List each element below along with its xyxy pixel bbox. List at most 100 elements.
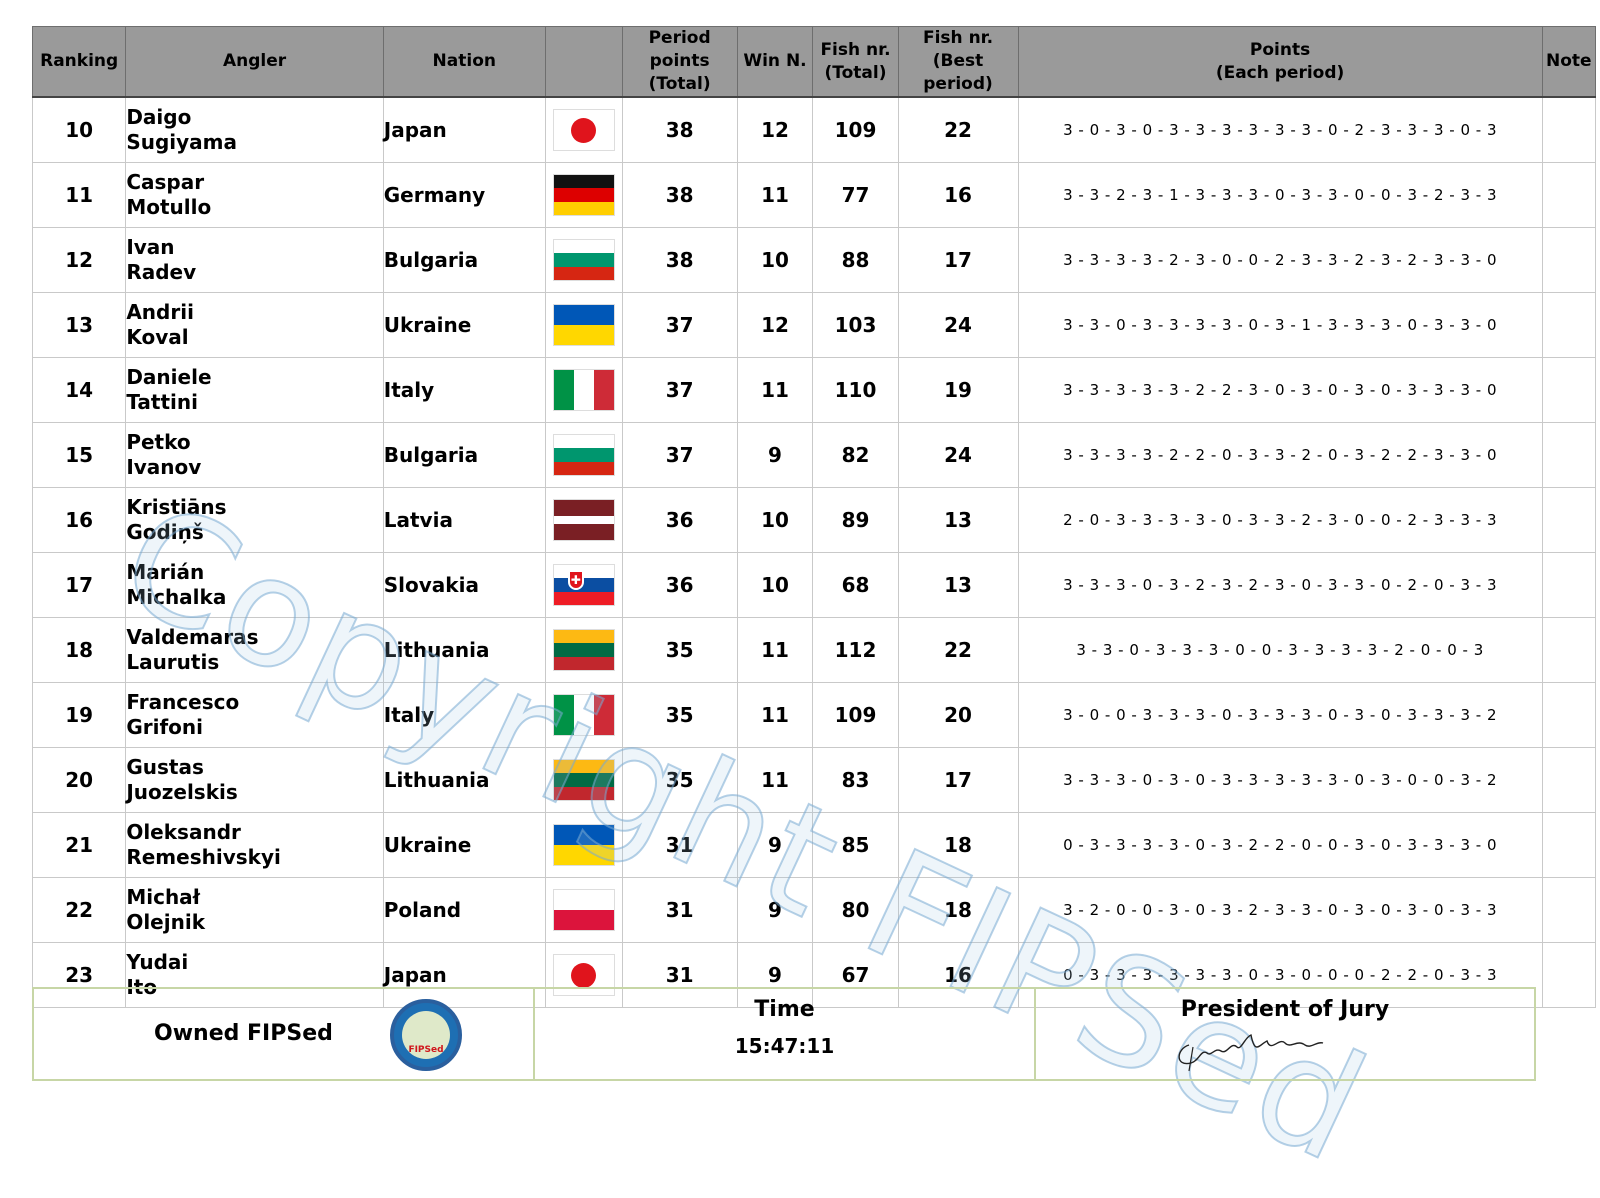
table-row: 11 Caspar Motullo Germany 38 11 77 16 3 - 3 - 2 … <box>31 162 1597 228</box>
rank-cell: 10 <box>31 96 127 163</box>
header-period-points: Period points (Total) <box>621 26 738 98</box>
angler-first-name: Daniele <box>126 365 212 389</box>
angler-first-name: Andrii <box>126 300 194 324</box>
nation-cell: Latvia <box>382 487 546 553</box>
win-cell: 11 <box>736 747 814 813</box>
note-cell <box>1541 877 1597 943</box>
points-cell: 3 - 2 - 0 - 0 - 3 - 0 - 3 - 2 - 3 - 3 - … <box>1017 877 1543 943</box>
win-cell: 11 <box>736 682 814 748</box>
fish-best-cell: 16 <box>897 162 1019 228</box>
table-row: 20 Gustas Juozelskis Lithuania 35 11 83 17 3 - 3… <box>31 747 1597 813</box>
angler-first-name: Kristiāns <box>126 495 227 519</box>
header-nation: Nation <box>382 26 546 98</box>
rank-cell: 20 <box>31 747 127 813</box>
flag-cell <box>544 227 623 293</box>
nation-cell: Ukraine <box>382 292 546 358</box>
owned-label: Owned FIPSed <box>154 1021 333 1046</box>
fish-best-cell: 13 <box>897 487 1019 553</box>
jury-label: President of Jury <box>1180 997 1390 1022</box>
header-fish-total: Fish nr. (Total) <box>812 26 899 98</box>
flag-ukraine-icon <box>552 824 615 866</box>
flag-germany-icon <box>552 174 615 216</box>
table-row: 14 Daniele Tattini Italy 37 11 110 19 3 - 3 - 3 … <box>31 357 1597 423</box>
period-points-cell: 38 <box>621 227 738 293</box>
note-cell <box>1541 292 1597 358</box>
footer-jury-cell: President of Jury <box>1036 989 1534 1079</box>
rank-cell: 16 <box>31 487 127 553</box>
angler-first-name: Michał <box>126 885 201 909</box>
note-cell <box>1541 747 1597 813</box>
points-cell: 3 - 3 - 3 - 3 - 3 - 2 - 2 - 3 - 0 - 3 - … <box>1017 357 1543 423</box>
nation-cell: Slovakia <box>382 552 546 618</box>
note-cell <box>1541 812 1597 878</box>
time-label: Time <box>754 997 815 1022</box>
flag-lithuania-icon <box>552 629 615 671</box>
points-cell: 0 - 3 - 3 - 3 - 3 - 3 - 3 - 0 - 3 - 0 - … <box>1017 942 1543 1008</box>
fish-best-cell: 19 <box>897 357 1019 423</box>
table-row: 17 Marián Michalka Slovakia ✚ 36 10 68 13 3 - 3 -… <box>31 552 1597 618</box>
nation-cell: Lithuania <box>382 747 546 813</box>
note-cell <box>1541 357 1597 423</box>
win-cell: 10 <box>736 552 814 618</box>
angler-cell: Gustas Juozelskis <box>125 747 384 813</box>
fish-best-cell: 20 <box>897 682 1019 748</box>
fish-total-cell: 85 <box>812 812 899 878</box>
table-row: 16 Kristiāns Godiņš Latvia 36 10 89 13 2 - 0 - 3… <box>31 487 1597 553</box>
header-row: Ranking Angler Nation Period points (Tota… <box>31 26 1597 98</box>
flag-cell <box>544 617 623 683</box>
angler-first-name: Marián <box>126 560 205 584</box>
angler-cell: Oleksandr Remeshivskyi <box>125 812 384 878</box>
period-points-cell: 31 <box>621 877 738 943</box>
flag-cell <box>544 812 623 878</box>
points-cell: 3 - 3 - 0 - 3 - 3 - 3 - 0 - 0 - 3 - 3 - … <box>1017 617 1543 683</box>
fish-total-cell: 110 <box>812 357 899 423</box>
points-cell: 3 - 0 - 3 - 0 - 3 - 3 - 3 - 3 - 3 - 3 - … <box>1017 96 1543 163</box>
angler-last-name: Grifoni <box>126 715 203 739</box>
header-fish-total-line2: (Total) <box>824 62 887 83</box>
fish-best-cell: 17 <box>897 747 1019 813</box>
note-cell <box>1541 617 1597 683</box>
flag-cell <box>544 96 623 163</box>
angler-last-name: Juozelskis <box>126 780 238 804</box>
fish-total-cell: 67 <box>812 942 899 1008</box>
results-table: Ranking Angler Nation Period points (Tota… <box>31 26 1597 1008</box>
header-ranking: Ranking <box>31 26 127 98</box>
angler-cell: Marián Michalka <box>125 552 384 618</box>
fish-total-cell: 109 <box>812 682 899 748</box>
logo-inner <box>402 1011 450 1059</box>
nation-cell: Germany <box>382 162 546 228</box>
angler-cell: Yudai Ito <box>125 942 384 1008</box>
flag-cell <box>544 422 623 488</box>
flag-cell <box>544 682 623 748</box>
nation-cell: Italy <box>382 682 546 748</box>
flag-italy-icon <box>552 369 615 411</box>
header-win: Win N. <box>736 26 814 98</box>
time-value: 15:47:11 <box>734 1034 835 1058</box>
note-cell <box>1541 487 1597 553</box>
note-cell <box>1541 422 1597 488</box>
flag-latvia-icon <box>552 499 615 541</box>
jury-signature <box>1178 1034 1324 1072</box>
angler-first-name: Francesco <box>126 690 240 714</box>
period-points-cell: 35 <box>621 682 738 748</box>
angler-cell: Caspar Motullo <box>125 162 384 228</box>
footer-owner-cell: Owned FIPSed FIPSed <box>34 989 535 1079</box>
fish-total-cell: 82 <box>812 422 899 488</box>
angler-first-name: Caspar <box>126 170 205 194</box>
period-points-cell: 36 <box>621 552 738 618</box>
period-points-cell: 37 <box>621 292 738 358</box>
angler-first-name: Petko <box>126 430 191 454</box>
flag-slovakia-icon: ✚ <box>552 564 615 606</box>
fish-total-cell: 68 <box>812 552 899 618</box>
fish-best-cell: 18 <box>897 877 1019 943</box>
points-cell: 0 - 3 - 3 - 3 - 3 - 0 - 3 - 2 - 2 - 0 - … <box>1017 812 1543 878</box>
nation-cell: Japan <box>382 942 546 1008</box>
note-cell <box>1541 96 1597 163</box>
rank-cell: 21 <box>31 812 127 878</box>
header-note: Note <box>1541 26 1597 98</box>
angler-last-name: Ivanov <box>126 455 202 479</box>
angler-cell: Ivan Radev <box>125 227 384 293</box>
table-row: 22 Michał Olejnik Poland 31 9 80 18 3 - 2 - 0 - … <box>31 877 1597 943</box>
angler-cell: Andrii Koval <box>125 292 384 358</box>
nation-cell: Poland <box>382 877 546 943</box>
